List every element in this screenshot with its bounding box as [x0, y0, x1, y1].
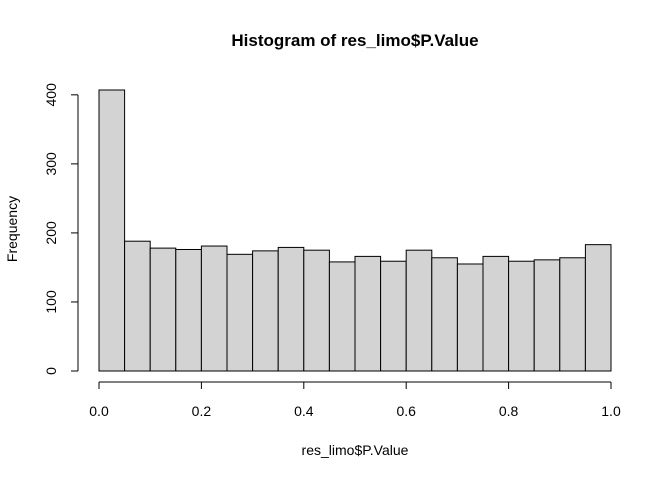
histogram-bar — [328, 261, 356, 372]
y-tick-label: 0 — [43, 367, 59, 375]
histogram-bar — [380, 260, 407, 372]
histogram-bar — [226, 253, 254, 372]
histogram-bar — [482, 255, 510, 372]
y-axis: 0 100 200 300 400 — [43, 83, 79, 375]
histogram-bar — [149, 247, 177, 372]
histogram-bar — [354, 255, 382, 372]
chart-title: Histogram of res_limo$P.Value — [231, 31, 478, 50]
x-axis-label: res_limo$P.Value — [302, 442, 409, 458]
y-tick-label: 300 — [43, 152, 59, 176]
histogram-bar — [303, 249, 330, 372]
histogram-bar — [559, 257, 586, 372]
y-tick-label: 100 — [43, 290, 59, 314]
histogram-bar — [175, 248, 202, 372]
histogram-bar — [431, 257, 458, 372]
x-tick-label: 0.6 — [396, 403, 416, 419]
x-tick-label: 0.8 — [499, 403, 519, 419]
histogram-bar — [405, 249, 433, 372]
histogram-bar — [508, 260, 535, 372]
bars-group — [98, 89, 612, 372]
x-tick-label: 0.0 — [89, 403, 109, 419]
x-axis: 0.0 0.2 0.4 0.6 0.8 1.0 — [89, 381, 621, 419]
y-axis-label: Frequency — [4, 196, 20, 262]
y-tick-label: 200 — [43, 221, 59, 245]
histogram-bar — [252, 250, 279, 372]
histogram-bar — [200, 245, 228, 372]
y-tick-label: 400 — [43, 83, 59, 107]
histogram-bar — [533, 259, 561, 372]
x-tick-label: 1.0 — [601, 403, 621, 419]
histogram-bar — [456, 263, 484, 372]
histogram-bar — [124, 240, 151, 372]
histogram-bar — [98, 89, 126, 372]
histogram-bar — [277, 246, 305, 372]
x-tick-label: 0.4 — [294, 403, 314, 419]
x-tick-label: 0.2 — [192, 403, 212, 419]
histogram-bar — [584, 244, 612, 372]
